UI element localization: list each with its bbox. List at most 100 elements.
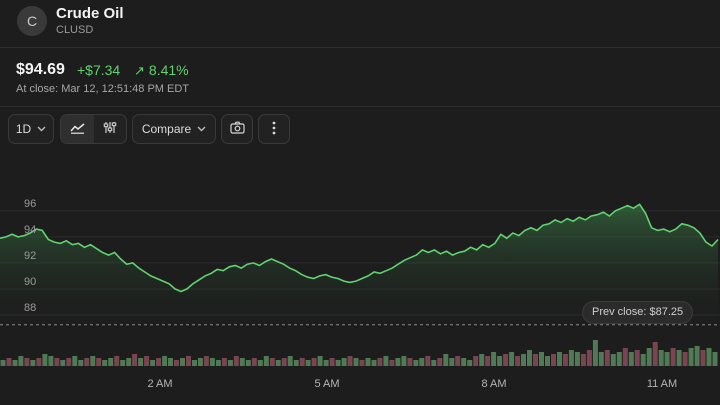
volume-bar [132, 354, 138, 366]
price-chart[interactable]: 96 94 92 90 88 2 AM 5 AM 8 AM 11 AM Prev close:… [0, 150, 720, 405]
volume-bar [275, 360, 281, 366]
asset-name: Crude Oil [56, 5, 124, 22]
more-options-button[interactable] [258, 114, 290, 144]
volume-bar [108, 358, 114, 366]
volume-bar [455, 356, 461, 366]
volume-bar [299, 358, 305, 366]
volume-bar [293, 360, 299, 366]
volume-bar [192, 360, 197, 366]
volume-bar [443, 354, 449, 366]
volume-bar [78, 360, 84, 366]
volume-bar [527, 350, 532, 366]
volume-bar [521, 354, 526, 366]
x-tick-label: 2 AM [147, 378, 172, 390]
line-chart-button[interactable] [61, 115, 94, 143]
line-chart-icon [70, 122, 85, 137]
camera-icon [229, 121, 245, 137]
volume-bar [72, 356, 78, 366]
sliders-icon [103, 121, 117, 137]
volume-bar [574, 352, 580, 366]
volume-bar [197, 358, 203, 366]
volume-bar [646, 348, 652, 366]
volume-bar [138, 358, 144, 366]
range-dropdown[interactable]: 1D [8, 114, 54, 144]
volume-bar [491, 352, 497, 366]
volume-bar [712, 352, 718, 366]
volume-bar [347, 356, 353, 366]
volume-bar [84, 358, 90, 366]
volume-bar [533, 354, 538, 366]
x-tick-label: 11 AM [647, 378, 677, 390]
volume-bar [6, 358, 12, 366]
volume-bar [604, 350, 610, 366]
more-vertical-icon [272, 121, 276, 138]
asset-avatar: C [17, 6, 47, 36]
volume-bar [305, 360, 311, 366]
volume-bar [186, 356, 191, 366]
volume-bar [676, 350, 682, 366]
volume-bar [12, 360, 18, 366]
volume-bar [335, 360, 341, 366]
volume-bar [269, 358, 275, 366]
volume-bar [156, 358, 162, 366]
volume-bar [562, 354, 568, 366]
volume-bar [419, 358, 425, 366]
volume-bar [18, 356, 24, 366]
volume-bar [102, 360, 108, 366]
volume-bar [497, 356, 503, 366]
volume-bar [317, 356, 323, 366]
volume-bar [700, 350, 706, 366]
y-tick-label: 92 [24, 250, 36, 262]
indicators-button[interactable] [94, 115, 127, 143]
volume-bar [706, 348, 712, 366]
volume-bar [598, 352, 604, 366]
volume-bar [580, 354, 586, 366]
volume-bar [114, 356, 120, 366]
y-tick-label: 88 [24, 302, 36, 314]
volume-bar [652, 342, 658, 366]
volume-bar [227, 360, 233, 366]
volume-bar [30, 360, 36, 366]
volume-bar [551, 354, 556, 366]
y-tick-label: 90 [24, 276, 36, 288]
volume-bar [664, 352, 670, 366]
volume-bar [36, 358, 42, 366]
volume-bar [473, 356, 479, 366]
prev-close-badge: Prev close: $87.25 [582, 301, 694, 324]
price-change-percent: ↗ 8.41% [134, 62, 189, 79]
volume-bar [539, 352, 544, 366]
volume-bar [568, 350, 574, 366]
volume-bar [233, 356, 239, 366]
volume-bar [287, 356, 293, 366]
volume-bar [479, 354, 485, 366]
volume-bar [341, 358, 347, 366]
current-price: $94.69 [16, 61, 65, 78]
volume-bar [437, 358, 443, 366]
volume-bar [682, 352, 688, 366]
chart-style-group [60, 114, 127, 144]
volume-bar [503, 354, 509, 366]
volume-bar [425, 356, 431, 366]
volume-bar [209, 358, 215, 366]
volume-bar [174, 360, 179, 366]
price-change: +$7.34 [77, 62, 121, 78]
volume-bar [365, 358, 371, 366]
volume-bar [66, 358, 72, 366]
volume-bar [694, 346, 700, 366]
compare-dropdown[interactable]: Compare [132, 114, 216, 144]
chevron-down-icon [197, 124, 206, 134]
volume-bar [42, 354, 48, 366]
volume-bar [658, 350, 664, 366]
asset-header: C Crude Oil CLUSD [0, 0, 720, 48]
volume-bar [485, 356, 491, 366]
volume-bar [545, 356, 550, 366]
volume-bar [203, 356, 209, 366]
volume-bar [592, 340, 598, 366]
volume-bar [389, 360, 395, 366]
y-tick-label: 94 [24, 224, 36, 236]
volume-bar [239, 358, 245, 366]
chevron-down-icon [37, 124, 46, 134]
volume-bar [461, 358, 467, 366]
volume-bar [263, 356, 269, 366]
screenshot-button[interactable] [221, 114, 253, 144]
